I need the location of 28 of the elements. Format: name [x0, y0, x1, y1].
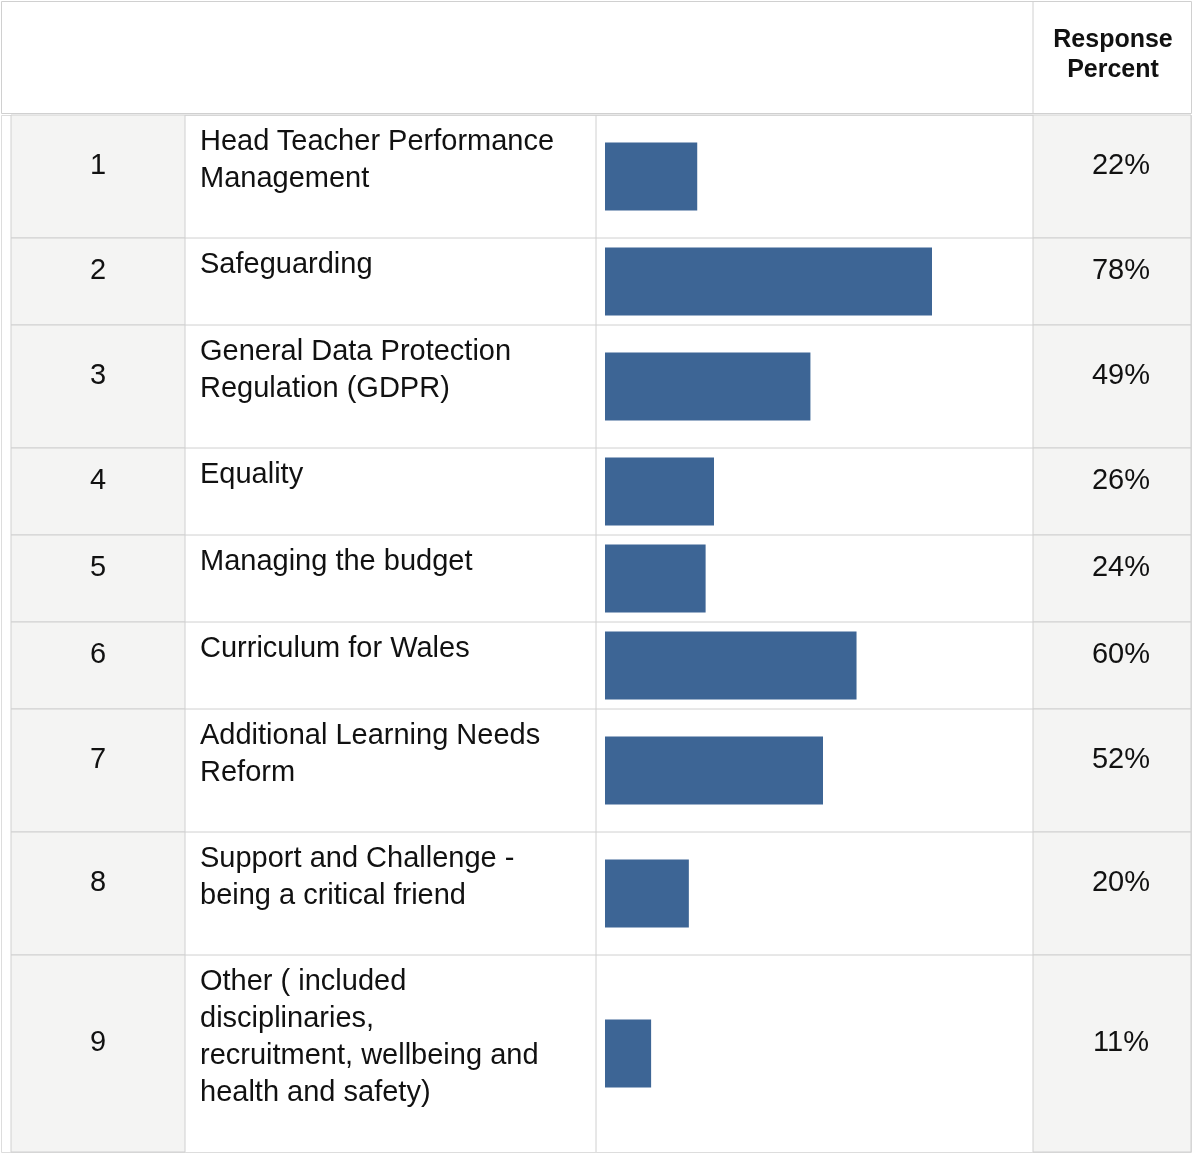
text: 2 — [89, 252, 107, 285]
y-tick-label: Managing the budget — [200, 544, 473, 576]
y-tick-label: Equality — [200, 457, 304, 489]
y-tick-label: General Data Protection Regulation (GDPR) — [200, 334, 512, 403]
y-tick-label: Safeguarding — [200, 247, 373, 279]
text: 4 — [89, 462, 107, 495]
text: 8 — [89, 864, 107, 897]
data-label: 24% — [1091, 549, 1151, 582]
text: 3 — [89, 357, 107, 390]
y-tick-label: Curriculum for Wales — [200, 631, 470, 663]
data-label: 60% — [1091, 636, 1151, 669]
text: 7 — [89, 741, 107, 774]
data-label: 22% — [1091, 147, 1151, 180]
x-axis-title: Response Percent — [1053, 24, 1173, 82]
text: 1 — [89, 147, 107, 180]
text: 9 — [89, 1024, 107, 1057]
y-tick-label: Support and Challenge - being a critical friend — [200, 841, 515, 910]
y-tick-label: Other ( included disciplinaries, recruitment, wellbeing and health and safety) — [200, 964, 539, 1107]
text: 5 — [89, 549, 107, 582]
data-label: 49% — [1091, 357, 1151, 390]
data-label: 11% — [1093, 1024, 1149, 1057]
y-tick-label: Additional Learning Needs Reform — [200, 718, 541, 787]
data-label: 78% — [1091, 252, 1151, 285]
data-label: 52% — [1091, 741, 1151, 774]
data-label: 26% — [1091, 462, 1151, 495]
text: 6 — [89, 636, 107, 669]
y-tick-label: Head Teacher Performance Management — [200, 124, 555, 193]
data-label: 20% — [1091, 864, 1151, 897]
